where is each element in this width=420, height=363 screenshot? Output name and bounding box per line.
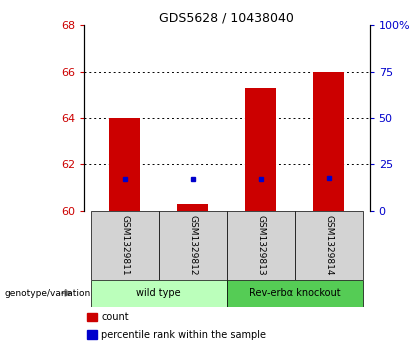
Text: GSM1329813: GSM1329813 [256, 215, 265, 276]
FancyBboxPatch shape [227, 280, 363, 307]
FancyBboxPatch shape [295, 211, 363, 280]
Bar [110, 118, 140, 211]
Bar [313, 72, 344, 211]
Bar [87, 313, 97, 321]
Text: GSM1329812: GSM1329812 [188, 215, 197, 275]
Bar [87, 330, 97, 339]
Text: genotype/variation: genotype/variation [4, 289, 90, 298]
Text: GSM1329814: GSM1329814 [324, 215, 333, 275]
FancyBboxPatch shape [91, 211, 159, 280]
FancyBboxPatch shape [227, 211, 295, 280]
Text: GSM1329811: GSM1329811 [120, 215, 129, 276]
Bar [246, 88, 276, 211]
Text: Rev-erbα knockout: Rev-erbα knockout [249, 288, 341, 298]
Bar [178, 204, 208, 211]
FancyBboxPatch shape [159, 211, 227, 280]
Text: wild type: wild type [136, 288, 181, 298]
Title: GDS5628 / 10438040: GDS5628 / 10438040 [159, 11, 294, 24]
Text: count: count [101, 312, 129, 322]
FancyBboxPatch shape [91, 280, 227, 307]
Text: percentile rank within the sample: percentile rank within the sample [101, 330, 266, 339]
